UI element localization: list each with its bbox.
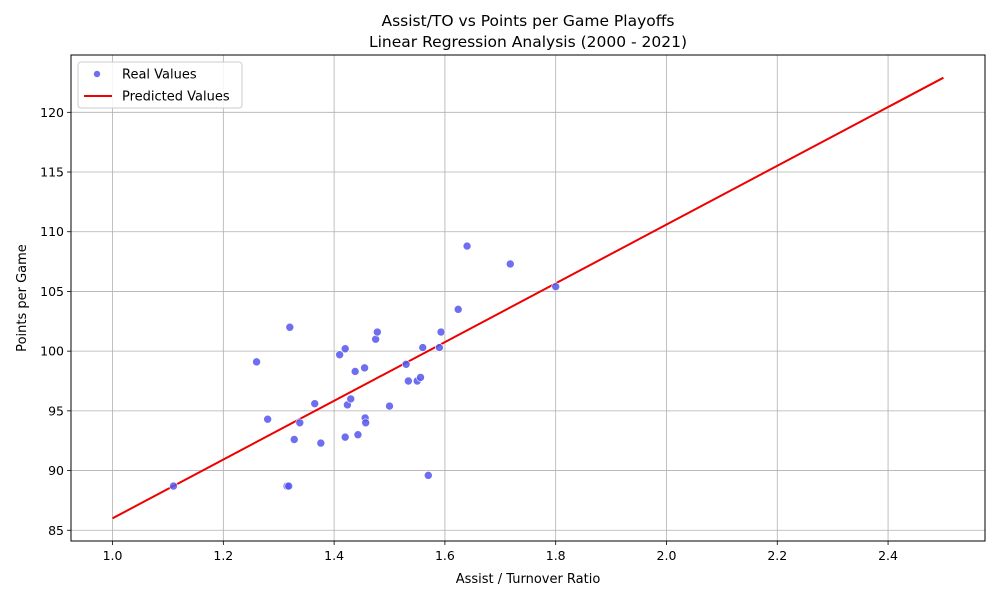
x-tick-label: 1.0 bbox=[103, 548, 123, 563]
data-point bbox=[263, 414, 272, 424]
data-point bbox=[284, 481, 293, 491]
data-point bbox=[361, 418, 370, 428]
data-point bbox=[462, 241, 472, 251]
data-point bbox=[340, 344, 350, 354]
y-tick-label: 110 bbox=[40, 224, 64, 239]
data-point bbox=[385, 401, 394, 411]
y-tick-label: 95 bbox=[48, 403, 64, 418]
plot-frame bbox=[70, 54, 986, 542]
data-point bbox=[285, 322, 295, 332]
data-point bbox=[371, 334, 380, 344]
y-tick-label: 115 bbox=[40, 165, 64, 180]
data-point bbox=[404, 376, 413, 386]
y-axis-label: Points per Game bbox=[15, 244, 30, 352]
data-point bbox=[252, 357, 261, 367]
data-point bbox=[353, 430, 363, 440]
data-point bbox=[423, 471, 433, 480]
x-tick-label: 1.4 bbox=[324, 548, 344, 563]
y-tick-label: 120 bbox=[40, 105, 64, 120]
x-tick-label: 2.4 bbox=[878, 548, 898, 563]
legend-box bbox=[77, 61, 243, 109]
x-axis-ticks: 1.0 1.2 1.4 1.6 1.8 2.0 2.2 2.4 bbox=[103, 541, 898, 563]
grid bbox=[71, 55, 985, 541]
data-point bbox=[316, 438, 326, 448]
y-tick-label: 85 bbox=[48, 523, 64, 538]
y-tick-label: 100 bbox=[40, 344, 64, 359]
data-point bbox=[453, 305, 463, 314]
data-point bbox=[416, 373, 425, 382]
data-point bbox=[505, 259, 515, 269]
data-point bbox=[310, 399, 320, 408]
chart-subtitle: Linear Regression Analysis (2000 - 2021) bbox=[369, 33, 687, 51]
data-point bbox=[335, 350, 344, 360]
legend-marker-real-values bbox=[93, 70, 101, 78]
data-point bbox=[401, 359, 411, 369]
data-point bbox=[435, 343, 444, 352]
x-tick-label: 1.2 bbox=[213, 548, 233, 563]
x-tick-label: 1.6 bbox=[435, 548, 455, 563]
legend-label-predicted-values: Predicted Values bbox=[122, 90, 230, 105]
data-point bbox=[436, 327, 446, 337]
x-tick-label: 2.0 bbox=[657, 548, 677, 563]
data-point bbox=[418, 343, 428, 352]
x-tick-label: 1.8 bbox=[546, 548, 566, 563]
x-axis-label: Assist / Turnover Ratio bbox=[456, 572, 601, 587]
x-tick-label: 2.2 bbox=[767, 548, 787, 563]
real-values-series bbox=[169, 241, 560, 491]
data-point bbox=[169, 481, 178, 491]
data-point bbox=[289, 435, 299, 444]
data-point bbox=[360, 363, 369, 373]
chart-title: Assist/TO vs Points per Game Playoffs bbox=[381, 12, 674, 30]
predicted-values-series bbox=[112, 76, 944, 520]
y-tick-label: 105 bbox=[40, 284, 64, 299]
data-point bbox=[346, 394, 356, 404]
y-tick-label: 90 bbox=[48, 463, 64, 478]
data-point bbox=[295, 418, 305, 428]
legend-label-real-values: Real Values bbox=[122, 68, 197, 83]
y-axis-ticks: 85 90 95 100 105 110 115 120 bbox=[40, 105, 71, 538]
data-point bbox=[340, 432, 350, 442]
regression-line bbox=[112, 76, 944, 520]
data-point bbox=[350, 367, 360, 376]
data-point bbox=[551, 282, 560, 291]
data-point bbox=[373, 327, 382, 337]
legend: Real Values Predicted Values bbox=[77, 61, 243, 109]
